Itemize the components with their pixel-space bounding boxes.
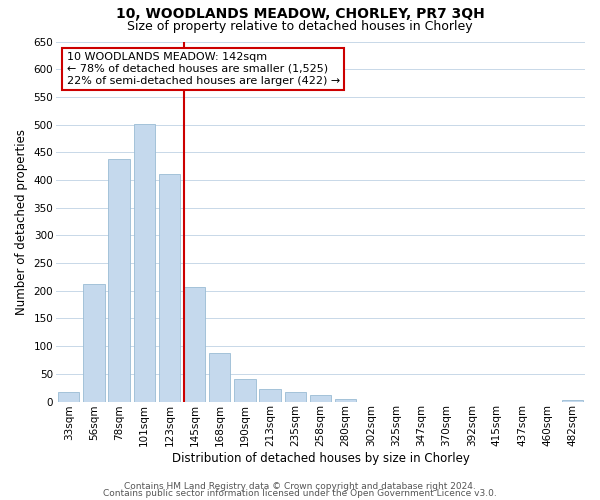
Bar bbox=[310, 396, 331, 402]
Bar bbox=[58, 392, 79, 402]
Bar bbox=[234, 380, 256, 402]
Bar bbox=[209, 354, 230, 402]
Bar bbox=[159, 174, 180, 402]
Bar bbox=[83, 284, 104, 402]
Bar bbox=[284, 392, 306, 402]
Text: Size of property relative to detached houses in Chorley: Size of property relative to detached ho… bbox=[127, 20, 473, 33]
Bar bbox=[109, 160, 130, 402]
Bar bbox=[259, 390, 281, 402]
Bar bbox=[134, 124, 155, 402]
Text: Contains public sector information licensed under the Open Government Licence v3: Contains public sector information licen… bbox=[103, 488, 497, 498]
Text: Contains HM Land Registry data © Crown copyright and database right 2024.: Contains HM Land Registry data © Crown c… bbox=[124, 482, 476, 491]
Bar bbox=[184, 287, 205, 402]
Bar bbox=[335, 399, 356, 402]
Y-axis label: Number of detached properties: Number of detached properties bbox=[15, 128, 28, 314]
Text: 10 WOODLANDS MEADOW: 142sqm
← 78% of detached houses are smaller (1,525)
22% of : 10 WOODLANDS MEADOW: 142sqm ← 78% of det… bbox=[67, 52, 340, 86]
Text: 10, WOODLANDS MEADOW, CHORLEY, PR7 3QH: 10, WOODLANDS MEADOW, CHORLEY, PR7 3QH bbox=[116, 8, 484, 22]
X-axis label: Distribution of detached houses by size in Chorley: Distribution of detached houses by size … bbox=[172, 452, 469, 465]
Bar bbox=[562, 400, 583, 402]
